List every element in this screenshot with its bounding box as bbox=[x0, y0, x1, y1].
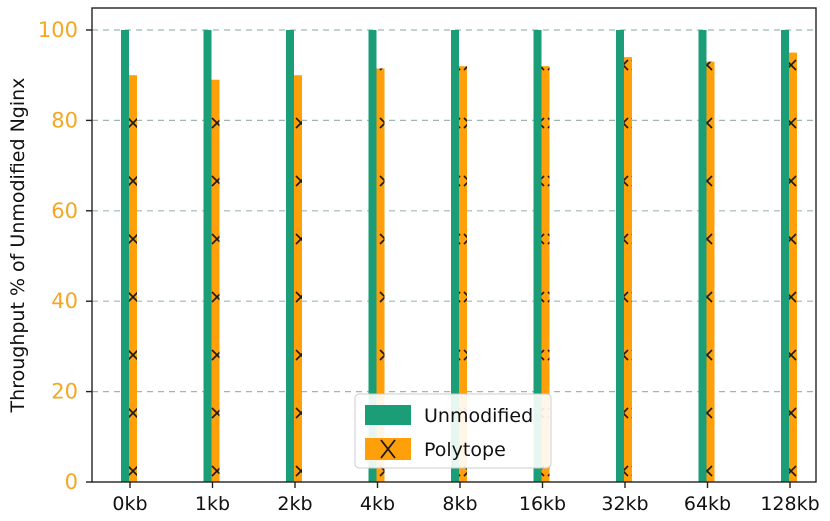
x-tick-label: 1kb bbox=[195, 493, 230, 515]
y-tick-label: 40 bbox=[51, 289, 78, 313]
x-tick-label: 0kb bbox=[112, 493, 147, 515]
x-axis-ticks: 0kb 1kb 2kb 4kb 8kb 16kb 32kb 64kb 128kb bbox=[112, 482, 820, 515]
x-tick-label: 64kb bbox=[684, 493, 731, 515]
bar-polytope bbox=[706, 61, 715, 482]
bar-polytope bbox=[211, 79, 220, 482]
y-axis-label: Throughput % of Unmodified Nginx bbox=[7, 78, 29, 414]
y-axis-ticks: 0 20 40 60 80 100 bbox=[38, 18, 92, 494]
y-tick-label: 60 bbox=[51, 199, 78, 223]
bar-polytope bbox=[624, 57, 632, 483]
y-tick-label: 20 bbox=[51, 380, 78, 404]
bar-polytope bbox=[376, 68, 385, 483]
bar-polytope bbox=[459, 66, 467, 482]
bar-unmodified bbox=[368, 30, 377, 482]
bar-unmodified bbox=[203, 30, 212, 482]
bar-polytope bbox=[789, 52, 797, 482]
bar-unmodified bbox=[286, 30, 294, 482]
plot-frame bbox=[91, 7, 817, 483]
bar-polytope bbox=[129, 75, 137, 482]
y-tick-label: 100 bbox=[38, 18, 78, 42]
bar-unmodified bbox=[451, 30, 459, 482]
bar-polytope bbox=[541, 66, 550, 482]
bar-unmodified bbox=[698, 30, 707, 482]
legend-label-unmodified: Unmodified bbox=[424, 405, 533, 427]
legend-swatch-unmodified bbox=[365, 405, 411, 425]
x-tick-label: 32kb bbox=[601, 493, 648, 515]
y-tick-label: 80 bbox=[51, 108, 78, 132]
legend: Unmodified Polytope bbox=[354, 393, 552, 469]
bar-unmodified bbox=[533, 30, 542, 482]
legend-hatch-polytope bbox=[380, 439, 396, 459]
x-tick-label: 4kb bbox=[360, 493, 395, 515]
bar-unmodified bbox=[616, 30, 624, 482]
bar-unmodified bbox=[121, 30, 129, 482]
bar-unmodified bbox=[781, 30, 789, 482]
y-tick-label: 0 bbox=[65, 470, 78, 494]
x-tick-label: 16kb bbox=[519, 493, 566, 515]
bar-polytope bbox=[294, 75, 302, 482]
legend-label-polytope: Polytope bbox=[424, 439, 506, 461]
x-tick-label: 8kb bbox=[442, 493, 477, 515]
x-tick-label: 128kb bbox=[760, 493, 819, 515]
x-tick-label: 2kb bbox=[277, 493, 312, 515]
bars bbox=[121, 30, 797, 483]
